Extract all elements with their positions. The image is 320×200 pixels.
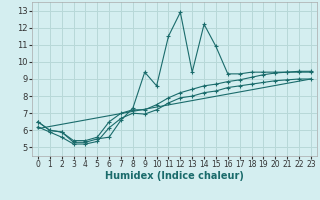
X-axis label: Humidex (Indice chaleur): Humidex (Indice chaleur) bbox=[105, 171, 244, 181]
